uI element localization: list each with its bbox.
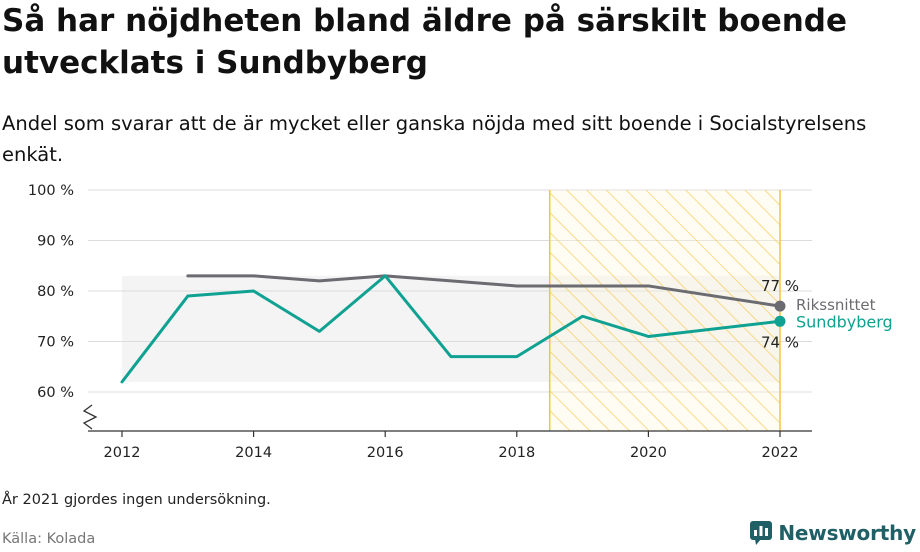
- labels-layer: 77 %Rikssnittet 74 % Sundbyberg: [761, 277, 893, 351]
- y-tick-label: 100 %: [28, 183, 74, 199]
- axis-break-icon: [82, 404, 98, 430]
- x-tick-label: 2018: [498, 445, 535, 461]
- highlight-layer: [548, 190, 781, 431]
- chart-subtitle: Andel som svarar att de är mycket eller …: [2, 112, 867, 166]
- y-tick-label: 80 %: [37, 284, 74, 300]
- series-end-point-sundbyberg: [774, 315, 786, 327]
- y-tick-label: 70 %: [37, 335, 74, 351]
- axes-layer: 60 % 70 % 80 % 90 % 100 % 2012 2014 2016 2018 202…: [28, 183, 812, 461]
- y-tick-label: 90 %: [37, 234, 74, 250]
- x-tick-label: 2012: [104, 445, 141, 461]
- brand-name: Newsworthy: [778, 521, 916, 545]
- series-value-label-sundbyberg: 74 %: [761, 333, 799, 351]
- series-layer: [120, 274, 786, 384]
- x-tick-label: 2016: [367, 445, 404, 461]
- chart-source: Källa: Kolada: [2, 531, 96, 547]
- series-name-label-sundbyberg: Sundbyberg: [796, 312, 893, 331]
- brand-logo: Newsworthy: [750, 521, 916, 545]
- series-value-label-rikssnittet: 77 %: [761, 277, 799, 295]
- x-tick-label: 2020: [630, 445, 667, 461]
- x-tick-label: 2014: [235, 445, 272, 461]
- newsworthy-logo-icon: [750, 521, 773, 545]
- series-line-rikssnittet: [186, 274, 782, 308]
- series-name-label-rikssnittet: Rikssnittet: [796, 296, 876, 314]
- series-line-sundbyberg: [120, 274, 782, 384]
- page-title: Så har nöjdheten bland äldre på särskilt…: [2, 3, 848, 81]
- series-end-point-rikssnittet: [774, 300, 786, 312]
- highlight-region-hatch: [549, 190, 780, 431]
- x-tick-label: 2022: [762, 445, 799, 461]
- y-tick-label: 60 %: [37, 385, 74, 401]
- chart-note: År 2021 gjordes ingen undersökning.: [2, 492, 271, 508]
